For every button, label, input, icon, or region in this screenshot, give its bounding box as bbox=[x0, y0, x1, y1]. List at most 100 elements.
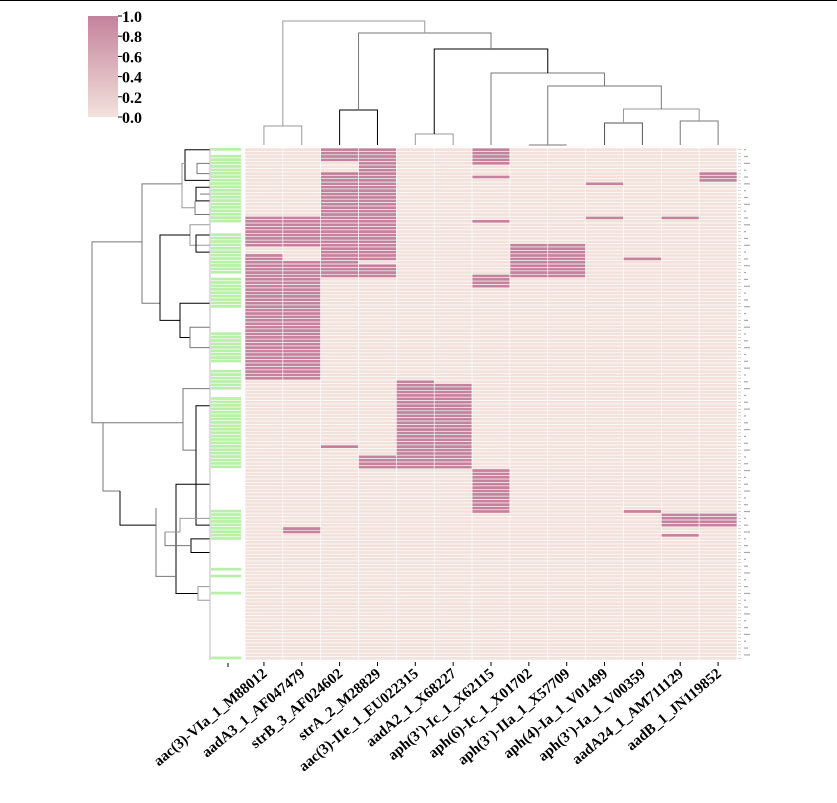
row-color-mark bbox=[211, 465, 241, 469]
heatmap-cell bbox=[433, 601, 473, 606]
heatmap-cell bbox=[282, 314, 322, 319]
heatmap-cell bbox=[433, 273, 473, 279]
heatmap-cell bbox=[698, 294, 738, 299]
heatmap-cell bbox=[547, 454, 586, 459]
dendrogram-link bbox=[119, 491, 156, 526]
heatmap-cell bbox=[585, 598, 624, 603]
heatmap-cell bbox=[661, 355, 700, 360]
heatmap-cell bbox=[433, 246, 473, 251]
row-color-mark bbox=[211, 369, 241, 373]
row-label bbox=[744, 429, 750, 431]
row-dendrogram bbox=[91, 149, 210, 601]
heatmap-cell bbox=[396, 410, 435, 415]
heatmap-cell bbox=[358, 451, 397, 456]
heatmap-cell bbox=[320, 175, 359, 180]
heatmap-cell bbox=[244, 396, 284, 401]
heatmap-cell bbox=[244, 297, 284, 302]
heatmap-cell bbox=[585, 502, 624, 507]
heatmap-cell bbox=[433, 355, 473, 360]
row-label bbox=[744, 210, 746, 212]
heatmap-cell bbox=[547, 355, 586, 360]
heatmap-cell bbox=[282, 345, 322, 350]
heatmap-cell bbox=[585, 260, 624, 265]
heatmap-cell bbox=[433, 304, 473, 309]
heatmap-cell bbox=[320, 280, 359, 285]
heatmap-cell bbox=[282, 547, 322, 552]
row-label bbox=[744, 258, 748, 260]
heatmap-cell bbox=[698, 601, 738, 606]
heatmap-cell bbox=[661, 533, 700, 538]
heatmap-cell bbox=[320, 632, 359, 637]
heatmap-cell bbox=[585, 246, 624, 251]
heatmap-cell bbox=[320, 352, 359, 357]
heatmap-cell bbox=[547, 393, 586, 398]
dendrogram-link bbox=[164, 532, 191, 547]
heatmap-cell bbox=[244, 475, 284, 480]
heatmap-cell bbox=[358, 441, 397, 446]
heatmap-cell bbox=[433, 277, 473, 282]
heatmap-cell bbox=[320, 519, 359, 524]
heatmap-cell bbox=[547, 605, 586, 610]
heatmap-cell bbox=[433, 594, 473, 599]
heatmap-cell bbox=[623, 205, 662, 210]
row-color-mark bbox=[211, 444, 241, 448]
heatmap-cell bbox=[282, 219, 322, 224]
heatmap-cell bbox=[282, 424, 322, 429]
row-label bbox=[744, 347, 750, 349]
heatmap-cell bbox=[698, 468, 738, 473]
heatmap-cell bbox=[698, 233, 738, 238]
heatmap-cell bbox=[396, 335, 435, 340]
row-label bbox=[744, 497, 746, 499]
heatmap-cell bbox=[433, 506, 473, 511]
heatmap-cell bbox=[698, 461, 738, 466]
heatmap-cell bbox=[358, 188, 397, 193]
row-color-mark bbox=[211, 462, 241, 465]
heatmap-cell bbox=[433, 567, 473, 572]
heatmap-cell bbox=[244, 584, 284, 589]
heatmap-cell bbox=[471, 611, 511, 616]
heatmap-cell bbox=[358, 314, 397, 319]
heatmap-cell bbox=[509, 250, 549, 255]
heatmap-cell bbox=[396, 192, 435, 197]
heatmap-cell bbox=[282, 523, 322, 528]
heatmap-cell bbox=[320, 410, 359, 415]
heatmap-cell bbox=[396, 516, 435, 521]
heatmap-cell bbox=[244, 178, 284, 183]
heatmap-cell bbox=[471, 529, 511, 534]
heatmap-cell bbox=[698, 523, 738, 528]
heatmap-cell bbox=[585, 205, 624, 210]
heatmap-cell bbox=[320, 386, 359, 391]
heatmap-cell bbox=[433, 376, 473, 381]
heatmap-cell bbox=[585, 188, 624, 193]
heatmap-cell bbox=[661, 601, 700, 606]
heatmap-cell bbox=[471, 243, 511, 248]
heatmap-cell bbox=[623, 386, 662, 391]
heatmap-cell bbox=[396, 171, 435, 176]
heatmap-cell bbox=[433, 635, 473, 640]
heatmap-cell bbox=[282, 622, 322, 627]
row-color-mark bbox=[211, 424, 241, 428]
heatmap-cell bbox=[585, 413, 624, 418]
heatmap-cell bbox=[509, 622, 549, 627]
heatmap-cell bbox=[547, 151, 586, 156]
heatmap-cell bbox=[585, 355, 624, 360]
heatmap-cell bbox=[623, 427, 662, 432]
heatmap-cell bbox=[433, 314, 473, 319]
heatmap-cell bbox=[471, 540, 511, 545]
heatmap-cell bbox=[698, 584, 738, 589]
heatmap-cell bbox=[433, 454, 473, 459]
heatmap-cell bbox=[623, 574, 662, 579]
heatmap-cell bbox=[698, 161, 738, 166]
heatmap-cell bbox=[585, 635, 624, 640]
heatmap-cell bbox=[282, 553, 322, 558]
heatmap-cell bbox=[547, 287, 586, 292]
heatmap-cell bbox=[320, 226, 359, 231]
heatmap-cell bbox=[547, 519, 586, 524]
heatmap-cell bbox=[282, 202, 322, 207]
heatmap-cell bbox=[358, 396, 397, 401]
heatmap-cell bbox=[244, 485, 284, 490]
heatmap-cell bbox=[661, 168, 700, 173]
heatmap-cell bbox=[433, 270, 473, 275]
heatmap-cell bbox=[698, 229, 738, 234]
heatmap-cell bbox=[358, 192, 397, 197]
